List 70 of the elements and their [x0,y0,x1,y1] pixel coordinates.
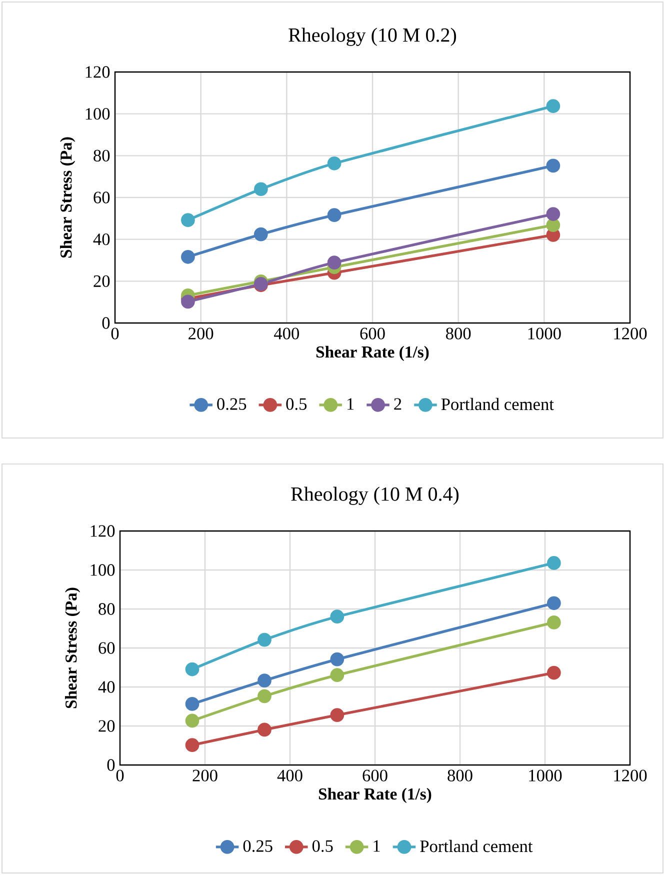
point [546,99,560,114]
x-tick-label: 1200 [614,770,647,782]
y-tick-label: 40 [98,681,115,693]
point [258,722,272,737]
point [185,662,200,676]
y-tick-label: 80 [94,150,110,162]
chart-title: Rheology (10 M 0.2) [288,28,456,46]
point [327,208,342,222]
x-axis-title: Shear Rate (1/s) [316,346,429,362]
legend-label: 0.25 [243,840,272,852]
legend-label: 0.5 [312,840,333,852]
point [546,596,561,610]
point [258,632,272,647]
x-tick-label: 200 [188,328,214,340]
x-tick-label: 400 [277,770,302,782]
point [327,256,342,270]
point [327,156,342,170]
point [258,674,272,688]
point [330,610,344,624]
x-axis-title: Shear Rate (1/s) [318,788,432,804]
point [546,158,560,173]
x-tick-label: 600 [362,770,388,782]
y-axis-title: Shear Stress (Pa) [65,588,80,708]
chart-title: Rheology (10 M 0.4) [291,486,459,505]
point [185,738,200,752]
y-tick-label: 80 [98,603,115,615]
point [546,616,561,630]
point [185,697,200,711]
x-tick-label: 200 [192,770,218,782]
point [185,714,200,728]
point [330,668,344,682]
y-tick-label: 20 [94,275,110,288]
y-tick-label: 40 [93,233,110,246]
x-tick-label: 800 [448,770,472,782]
x-tick-label: 800 [446,328,471,340]
legend-label: 2 [394,398,402,410]
legend-label: Portland cement [420,840,533,852]
legend-label: 1 [374,840,380,852]
point [330,708,344,722]
point [546,556,561,570]
x-tick-label: 400 [274,328,300,340]
point [546,207,560,221]
legend-label: 0.5 [286,398,307,410]
point [330,652,344,666]
point [181,294,195,309]
y-tick-label: 0 [102,317,110,329]
point [254,227,268,242]
x-tick-label: 600 [360,328,385,340]
x-tick-label: 0 [116,770,124,782]
point [181,213,195,228]
y-axis-title: Shear Stress (Pa) [60,137,76,258]
legend-label: 0.25 [217,398,246,410]
point [254,182,268,196]
point [546,666,561,680]
y-tick-label: 60 [98,642,115,654]
point [258,689,272,704]
y-tick-label: 100 [90,564,115,576]
y-tick-label: 0 [107,759,115,771]
y-tick-label: 120 [86,66,110,78]
legend-label: 1 [348,398,354,410]
legend-label: Portland cement [441,398,554,410]
x-tick-label: 1000 [528,328,561,340]
y-tick-label: 60 [94,192,110,204]
point [546,218,560,232]
point [181,250,195,264]
x-tick-label: 1200 [614,328,647,340]
y-tick-label: 100 [86,108,110,120]
x-tick-label: 1000 [529,770,562,782]
y-tick-label: 20 [98,720,115,732]
y-tick-label: 120 [90,525,115,537]
